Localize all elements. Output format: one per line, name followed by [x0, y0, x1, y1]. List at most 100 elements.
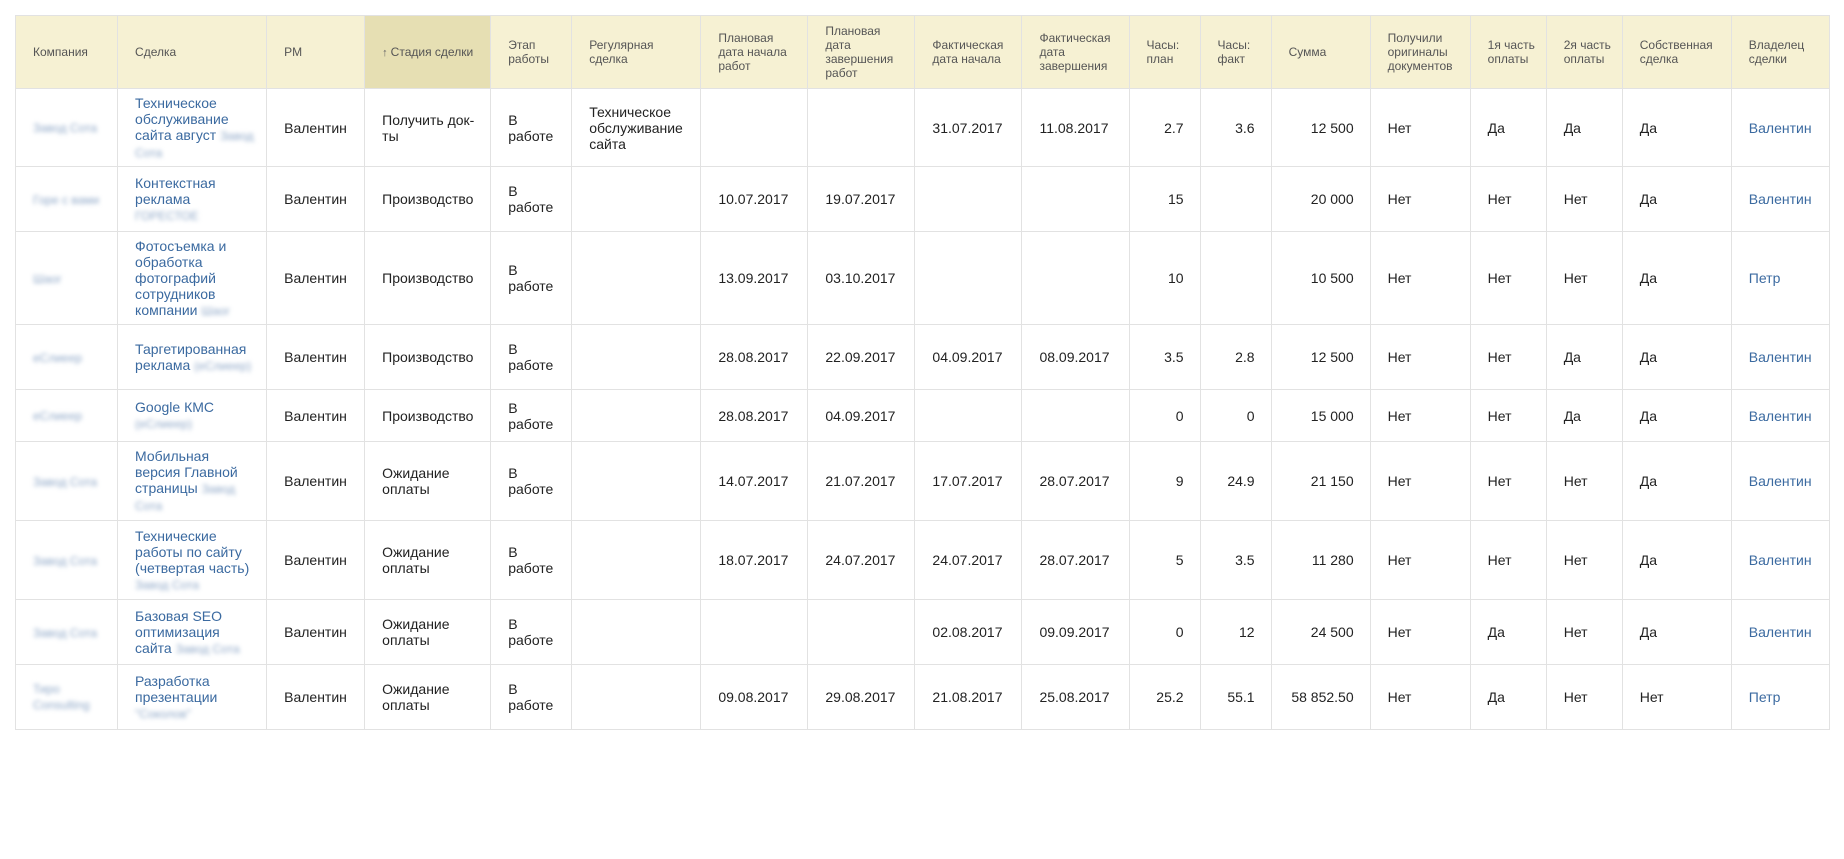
deal-link[interactable]: Техническое обслуживание сайта август: [135, 94, 229, 143]
header-company[interactable]: Компания: [14, 15, 119, 89]
header-sum[interactable]: Сумма: [1270, 15, 1371, 89]
cell-owner: Валентин: [1730, 166, 1831, 232]
company-link[interactable]: Завод Сота: [33, 121, 98, 135]
owner-link[interactable]: Валентин: [1748, 119, 1812, 136]
deal-link[interactable]: Фотосъемка и обработка фотографий сотруд…: [135, 237, 227, 318]
cell-fact-end: 25.08.2017: [1021, 664, 1130, 730]
cell-owner: Петр: [1730, 231, 1831, 325]
cell-originals: Нет: [1369, 166, 1471, 232]
table-row[interactable]: Завод Сота Техническое обслуживание сайта…: [14, 88, 1831, 167]
cell-pm: Валентин: [266, 166, 366, 232]
header-pay1[interactable]: 1я часть оплаты: [1469, 15, 1547, 89]
company-link[interactable]: Завод Сота: [33, 474, 98, 489]
deal-link[interactable]: Таргетированная реклама: [135, 340, 247, 373]
owner-link[interactable]: Валентин: [1748, 191, 1812, 207]
cell-company[interactable]: Завод Сота: [14, 599, 119, 665]
cell-company[interactable]: еСлиеер: [14, 389, 119, 442]
cell-plan-end: 22.09.2017: [807, 324, 916, 390]
cell-company[interactable]: Завод Сота: [14, 88, 119, 167]
cell-stage: Производство: [364, 231, 492, 325]
cell-company[interactable]: Завод Сота: [14, 441, 119, 521]
deal-link[interactable]: Разработка презентации: [135, 672, 218, 705]
owner-link[interactable]: Петр: [1748, 689, 1781, 705]
cell-company[interactable]: Горе с вами: [14, 166, 119, 232]
cell-plan-start: 09.08.2017: [700, 664, 809, 730]
cell-hours-fact: 12: [1199, 599, 1272, 665]
owner-link[interactable]: Петр: [1748, 270, 1781, 286]
deal-company-sub[interactable]: ГОРЕСТОЕ: [135, 208, 199, 223]
owner-link[interactable]: Валентин: [1748, 349, 1812, 365]
deal-company-sub[interactable]: (еСлиеер): [135, 417, 193, 431]
deal-link[interactable]: Контекстная реклама: [135, 174, 216, 207]
deal-link[interactable]: Google КМС: [135, 399, 215, 415]
table-row[interactable]: еСлиеер Таргетированная реклама (еСлиеер)…: [14, 324, 1831, 390]
header-work-stage[interactable]: Этап работы: [490, 15, 573, 89]
company-link[interactable]: Шаог: [33, 271, 62, 286]
owner-link[interactable]: Валентин: [1748, 473, 1812, 489]
deal-link[interactable]: Мобильная версия Главной страницы: [135, 448, 238, 496]
table-row[interactable]: Шаог Фотосъемка и обработка фотографий со…: [14, 231, 1831, 325]
table-row[interactable]: Завод Сота Мобильная версия Главной стран…: [14, 441, 1831, 521]
header-fact-start[interactable]: Фактическая дата начала: [914, 15, 1023, 89]
header-hours-fact[interactable]: Часы: факт: [1199, 15, 1272, 89]
cell-work-stage: В работе: [490, 389, 573, 442]
table-row[interactable]: Завод Сота Базовая SEO оптимизация сайта …: [14, 599, 1831, 665]
header-fact-end[interactable]: Фактическая дата завершения: [1021, 15, 1130, 89]
cell-stage: Производство: [364, 324, 492, 390]
deal-company-sub[interactable]: Завод Сота: [175, 641, 240, 656]
deal-company-sub[interactable]: Шаог: [201, 303, 231, 318]
deal-company-sub[interactable]: Завод Сота: [135, 128, 254, 160]
table-row[interactable]: еСлиеер Google КМС (еСлиеер) Валентин Произ…: [14, 389, 1831, 442]
cell-fact-end: [1021, 389, 1130, 442]
cell-plan-start: [700, 88, 809, 167]
table-row[interactable]: Тиро Consulting Разработка презентации "С…: [14, 664, 1831, 730]
header-pay2[interactable]: 2я часть оплаты: [1545, 15, 1623, 89]
cell-company[interactable]: еСлиеер: [14, 324, 119, 390]
company-link[interactable]: Завод Сота: [33, 553, 98, 568]
header-deal[interactable]: Сделка: [117, 15, 268, 89]
table-row[interactable]: Завод Сота Технические работы по сайту (ч…: [14, 520, 1831, 600]
header-owner[interactable]: Владелец сделки: [1730, 15, 1831, 89]
company-link[interactable]: еСлиеер: [33, 350, 83, 365]
header-hours-plan[interactable]: Часы: план: [1128, 15, 1201, 89]
header-regular[interactable]: Регулярная сделка: [571, 15, 702, 89]
cell-plan-end: 29.08.2017: [807, 664, 916, 730]
deal-link[interactable]: Базовая SEO оптимизация сайта: [135, 607, 223, 656]
cell-company[interactable]: Завод Сота: [14, 520, 119, 600]
company-link[interactable]: Горе с вами: [33, 192, 100, 207]
cell-hours-plan: 3.5: [1128, 324, 1201, 390]
header-plan-start[interactable]: Плановая дата начала работ: [700, 15, 809, 89]
cell-company[interactable]: Шаог: [14, 231, 119, 325]
deal-company-sub[interactable]: Завод Сота: [135, 482, 236, 513]
header-own[interactable]: Собственная сделка: [1621, 15, 1732, 89]
deal-company-sub[interactable]: (еСлиеер): [194, 358, 252, 373]
cell-originals: Нет: [1369, 520, 1471, 600]
cell-owner: Валентин: [1730, 88, 1831, 167]
header-originals[interactable]: Получили оригиналы документов: [1369, 15, 1471, 89]
cell-company[interactable]: Тиро Consulting: [14, 664, 119, 730]
cell-fact-end: [1021, 166, 1130, 232]
company-link[interactable]: еСлиеер: [33, 409, 83, 423]
owner-link[interactable]: Валентин: [1748, 624, 1812, 640]
cell-pay2: Да: [1545, 389, 1623, 442]
owner-link[interactable]: Валентин: [1748, 407, 1812, 424]
cell-plan-start: 10.07.2017: [700, 166, 809, 232]
header-pm[interactable]: PM: [266, 15, 366, 89]
cell-regular: [571, 599, 702, 665]
deal-company-sub[interactable]: Завод Сота: [135, 577, 200, 592]
cell-fact-start: [914, 389, 1023, 442]
deal-link[interactable]: Технические работы по сайту (четвертая ч…: [135, 527, 250, 576]
header-plan-end[interactable]: Плановая дата завершения работ: [807, 15, 916, 89]
cell-fact-start: [914, 166, 1023, 232]
company-link[interactable]: Завод Сота: [33, 625, 98, 640]
table-row[interactable]: Горе с вами Контекстная реклама ГОРЕСТОЕ В…: [14, 166, 1831, 232]
deal-company-sub[interactable]: "Соколов": [135, 706, 191, 721]
company-link[interactable]: Тиро Consulting: [33, 682, 90, 712]
owner-link[interactable]: Валентин: [1748, 552, 1812, 568]
cell-deal: Мобильная версия Главной страницы Завод …: [117, 441, 268, 521]
cell-sum: 12 500: [1270, 88, 1371, 167]
cell-pay2: Нет: [1545, 441, 1623, 521]
header-stage[interactable]: ↑ Стадия сделки: [364, 15, 492, 89]
cell-sum: 21 150: [1270, 441, 1371, 521]
cell-hours-plan: 10: [1128, 231, 1201, 325]
